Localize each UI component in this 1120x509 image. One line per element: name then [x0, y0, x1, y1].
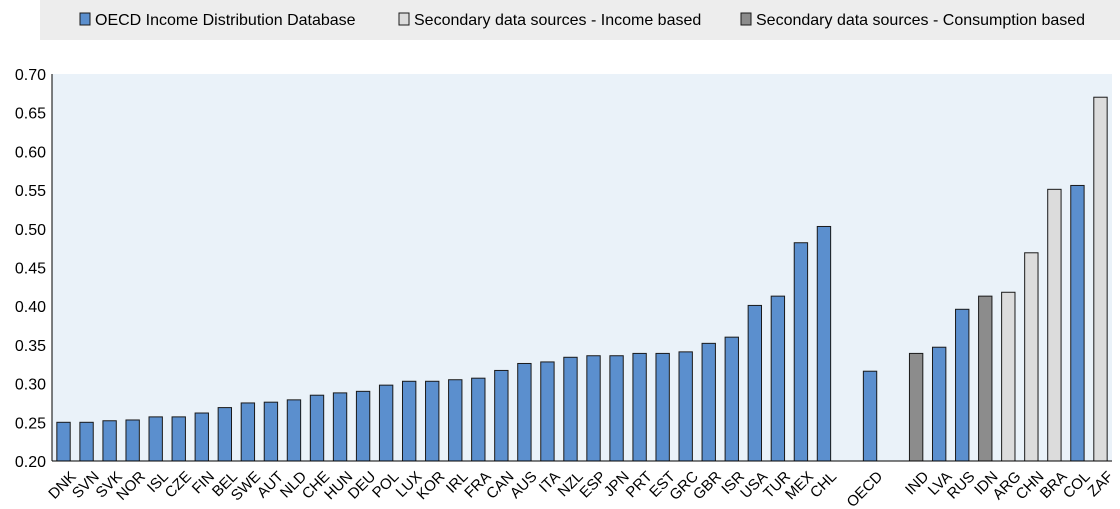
legend-label-consumption: Secondary data sources - Consumption bas… — [756, 12, 1085, 29]
bar-zaf — [1093, 96, 1108, 462]
legend-label-oecd: OECD Income Distribution Database — [95, 12, 356, 29]
y-tick-label: 0.20 — [15, 454, 46, 471]
bar-swe — [240, 402, 256, 462]
bar-aus — [517, 362, 532, 462]
legend: OECD Income Distribution Database Seconda… — [40, 0, 1120, 40]
bar-gbr — [701, 342, 716, 462]
legend-swatch-consumption — [740, 12, 752, 26]
bar-prt — [632, 352, 647, 462]
bar-chl — [816, 225, 832, 462]
bar-lux — [401, 380, 417, 462]
bar-deu — [355, 390, 371, 462]
bar-lva — [931, 346, 947, 462]
y-tick-label: 0.35 — [15, 338, 46, 355]
y-tick-label: 0.70 — [15, 67, 46, 84]
bar-bel — [217, 407, 233, 462]
bar-mex — [793, 242, 809, 462]
legend-swatch-income — [398, 12, 410, 26]
y-tick-label: 0.50 — [15, 222, 46, 239]
bar-nor — [125, 419, 140, 462]
bar-jpn — [609, 355, 624, 462]
bar-tur — [770, 295, 786, 462]
bar-grc — [678, 351, 693, 462]
bar-cze — [171, 416, 186, 462]
bar-arg — [1001, 291, 1016, 462]
legend-swatch-oecd — [79, 12, 91, 26]
bar-esp — [586, 355, 601, 462]
y-tick-label: 0.45 — [15, 261, 46, 278]
x-tick-label-oecd: OECD — [844, 468, 887, 509]
bar-col — [1070, 184, 1085, 462]
bar-rus — [955, 308, 970, 462]
y-tick-label: 0.40 — [15, 299, 46, 316]
bar-hun — [332, 392, 348, 462]
bar-dnk — [56, 421, 71, 462]
bar-ind — [908, 352, 924, 462]
y-axis: 0.20 0.25 0.30 0.35 0.40 0.45 0.50 0.55 0.60 0.65… — [15, 67, 53, 471]
legend-label-income: Secondary data sources - Income based — [414, 12, 701, 29]
bar-aut — [263, 401, 279, 462]
legend-item-income: Secondary data sources - Income based — [398, 12, 701, 29]
plot-area — [52, 74, 1112, 461]
bar-can — [494, 369, 509, 462]
x-tick-label-aus: AUS — [507, 468, 541, 502]
bar-svk — [102, 420, 117, 462]
y-tick-label: 0.25 — [15, 415, 46, 432]
bar-est — [655, 352, 670, 462]
bar-irl — [448, 379, 463, 462]
bar-fin — [194, 412, 209, 462]
bar-pol — [378, 384, 394, 462]
bar-svn — [79, 421, 94, 462]
bar-idn — [978, 295, 993, 462]
x-axis: DNKSVNSVKNORISLCZEFINBELSWEAUTNLDCHEHUND… — [45, 460, 1117, 509]
y-tick-label: 0.65 — [15, 106, 46, 123]
bar-kor — [425, 380, 440, 462]
bar-chn — [1024, 252, 1039, 462]
x-tick-label-zaf: ZAF — [1085, 468, 1117, 500]
bar-isr — [724, 336, 739, 462]
legend-background — [40, 0, 1120, 40]
x-tick-label-chl: CHL — [807, 468, 840, 501]
bar-nld — [286, 399, 302, 462]
y-tick-label: 0.30 — [15, 377, 46, 394]
bars — [56, 96, 1108, 462]
bar-fra — [471, 377, 486, 462]
bar-usa — [747, 304, 763, 462]
bar-nzl — [563, 356, 578, 462]
y-tick-label: 0.60 — [15, 144, 46, 161]
legend-item-consumption: Secondary data sources - Consumption bas… — [740, 12, 1085, 29]
bar-che — [309, 394, 325, 462]
y-tick-label: 0.55 — [15, 183, 46, 200]
bar-bra — [1047, 188, 1062, 462]
bar-oecd — [862, 370, 878, 462]
bar-ita — [540, 361, 555, 462]
legend-item-oecd: OECD Income Distribution Database — [79, 12, 356, 29]
bar-isl — [148, 416, 163, 462]
